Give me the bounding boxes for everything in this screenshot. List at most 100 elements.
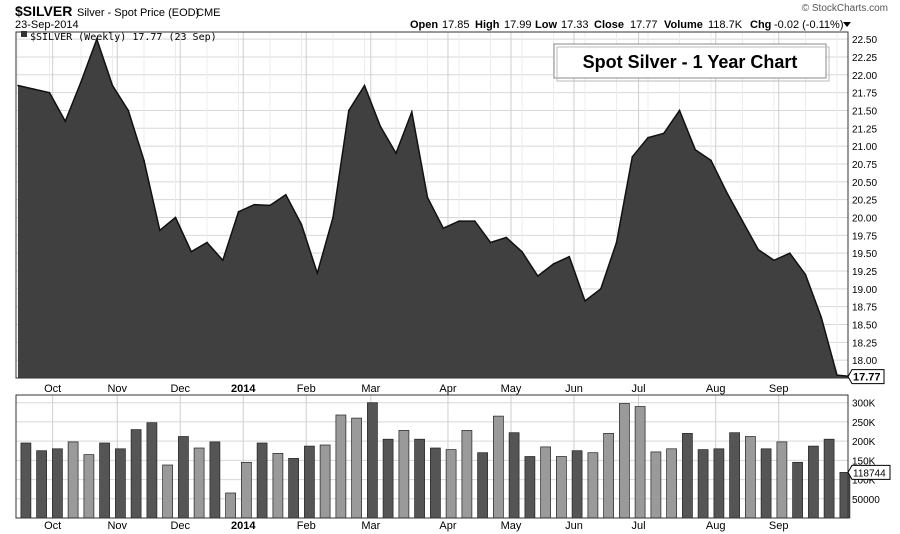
volume-y-tick: 200K	[852, 437, 876, 448]
price-y-tick: 19.50	[852, 249, 877, 260]
price-y-tick: 21.00	[852, 142, 877, 153]
volume-bar	[335, 414, 347, 519]
price-point	[631, 156, 634, 158]
volume-y-tick: 250K	[852, 418, 876, 429]
volume-y-tick: 150K	[852, 456, 876, 467]
volume-bar	[697, 449, 709, 519]
volume-bar	[225, 492, 236, 519]
volume-bar	[776, 441, 788, 519]
volume-bar	[414, 438, 425, 519]
chg-dropdown-icon[interactable]	[843, 22, 851, 27]
price-point	[17, 84, 19, 87]
price-x-tick: 2014	[231, 383, 256, 395]
price-point	[143, 159, 145, 162]
price-point	[678, 109, 681, 112]
volume-bar	[524, 456, 536, 519]
price-point	[741, 220, 744, 222]
price-point	[64, 120, 67, 122]
volume-bar	[272, 453, 284, 519]
price-point	[584, 300, 586, 302]
price-x-tick: Mar	[361, 383, 380, 395]
volume-bar	[99, 442, 110, 519]
volume-bar	[508, 432, 520, 519]
price-point	[694, 148, 697, 151]
volume-bar	[745, 436, 756, 519]
price-point	[48, 91, 51, 94]
price-point	[190, 250, 193, 253]
price-legend-label: $SILVER (Weekly) 17.77 (23 Sep)	[30, 32, 217, 43]
price-x-tick: Sep	[769, 383, 789, 395]
open-label: Open	[410, 19, 438, 31]
volume-x-tick: Aug	[706, 520, 726, 532]
volume-bar	[304, 445, 315, 519]
volume-y-axis: 300K 250K 200K 150K 100K 50000	[852, 399, 880, 506]
price-point	[662, 132, 665, 135]
price-point	[836, 374, 838, 376]
price-y-tick: 20.50	[852, 178, 877, 189]
volume-y-tick: 100K	[852, 476, 876, 487]
volume-bar	[430, 447, 441, 519]
price-point	[127, 109, 130, 112]
price-x-tick: Dec	[170, 383, 190, 395]
volume-bar	[115, 448, 126, 519]
low-label: Low	[535, 19, 557, 31]
price-point	[647, 136, 649, 139]
price-point	[284, 193, 287, 196]
last-price-label: 17.77	[853, 372, 881, 384]
price-point	[536, 275, 539, 277]
price-point	[820, 316, 823, 319]
volume-bar	[193, 447, 205, 519]
volume-bar	[351, 417, 362, 519]
volume-x-tick: Jun	[565, 520, 583, 532]
price-point	[725, 191, 728, 194]
high-label: High	[475, 19, 500, 31]
volume-bar	[36, 450, 47, 519]
price-point	[489, 241, 492, 244]
close-label: Close	[594, 19, 624, 31]
price-y-tick: 22.50	[852, 35, 877, 46]
volume-bar	[808, 445, 819, 519]
volume-bar	[130, 429, 142, 519]
volume-bar	[823, 438, 835, 519]
price-point	[300, 223, 303, 226]
volume-bar	[477, 452, 488, 519]
price-point	[410, 111, 413, 113]
price-y-tick: 19.25	[852, 267, 877, 278]
symbol-label: $SILVER	[15, 3, 72, 19]
volume-bars	[20, 402, 851, 519]
volume-x-tick: Mar	[361, 520, 380, 532]
price-point	[221, 259, 224, 262]
price-point	[757, 248, 760, 251]
watermark-label: © StockCharts.com	[802, 3, 888, 14]
price-y-tick: 20.25	[852, 196, 877, 207]
volume-bar	[146, 422, 158, 519]
price-point	[158, 229, 161, 232]
price-y-tick: 18.75	[852, 303, 877, 314]
date-label: 23-Sep-2014	[15, 19, 79, 31]
volume-x-tick: May	[501, 520, 522, 532]
price-point	[347, 109, 350, 112]
volume-bar	[67, 441, 79, 519]
price-point	[599, 288, 602, 290]
price-x-tick: Nov	[107, 383, 127, 395]
volume-bar	[398, 430, 410, 519]
price-x-tick: Feb	[297, 383, 316, 395]
price-y-tick: 18.25	[852, 338, 877, 349]
open-value: 17.85	[442, 19, 470, 31]
price-y-axis: 22.50 22.25 22.00 21.75 21.50 21.25 21.00 20.75…	[852, 35, 877, 367]
volume-x-tick: Nov	[107, 520, 127, 532]
volume-value: 118.7K	[708, 19, 743, 31]
description-label: Silver - Spot Price (EOD)	[77, 7, 199, 19]
last-price-tag: 17.77	[847, 369, 885, 385]
price-area-series	[17, 36, 854, 378]
price-y-tick: 21.25	[852, 124, 877, 135]
volume-x-tick: Jul	[632, 520, 646, 532]
price-x-tick: Oct	[44, 383, 61, 395]
volume-bar	[634, 406, 646, 519]
volume-bar	[178, 436, 189, 519]
volume-bar	[382, 438, 394, 519]
price-point	[804, 273, 807, 276]
price-panel-frame	[15, 31, 849, 379]
price-point	[521, 250, 523, 253]
